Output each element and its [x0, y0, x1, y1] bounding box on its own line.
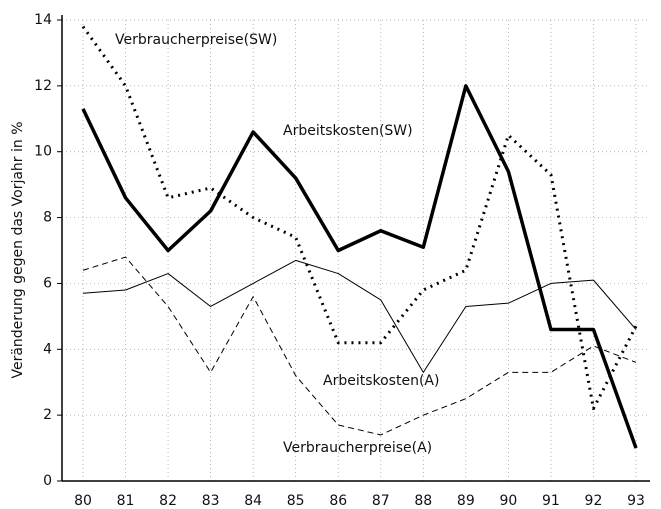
series-line: [81, 84, 638, 449]
x-tick-label: 85: [287, 493, 305, 509]
x-tick-label: 87: [372, 493, 390, 509]
y-tick-label: 12: [34, 78, 52, 94]
y-tick-label: 14: [34, 12, 52, 28]
x-tick-label: 86: [329, 493, 347, 509]
y-tick-label: 8: [43, 210, 52, 226]
x-tick-label: 90: [499, 493, 517, 509]
series-line: [82, 259, 637, 373]
series-label: Verbraucherpreise(SW): [115, 32, 277, 48]
series-label: Arbeitskosten(SW): [283, 123, 413, 139]
x-tick-label: 83: [202, 493, 220, 509]
series-line: [82, 256, 637, 436]
x-tick-label: 88: [414, 493, 432, 509]
x-tick-label: 82: [159, 493, 177, 509]
y-tick-label: 2: [43, 407, 52, 423]
x-tick-label: 91: [542, 493, 560, 509]
series-line: [81, 25, 638, 411]
series-label: Arbeitskosten(A): [323, 373, 439, 389]
x-tick-label: 84: [244, 493, 262, 509]
x-tick-label: 89: [457, 493, 475, 509]
x-tick-label: 93: [627, 493, 645, 509]
x-tick-label: 80: [74, 493, 92, 509]
y-tick-label: 0: [43, 473, 52, 489]
y-tick-label: 6: [43, 275, 52, 291]
y-tick-label: 4: [43, 341, 52, 357]
series-label: Verbraucherpreise(A): [283, 440, 432, 456]
y-tick-label: 10: [34, 144, 52, 160]
y-axis-label: Veränderung gegen das Vorjahr in %: [10, 121, 26, 378]
x-tick-label: 81: [117, 493, 135, 509]
x-tick-label: 92: [585, 493, 603, 509]
